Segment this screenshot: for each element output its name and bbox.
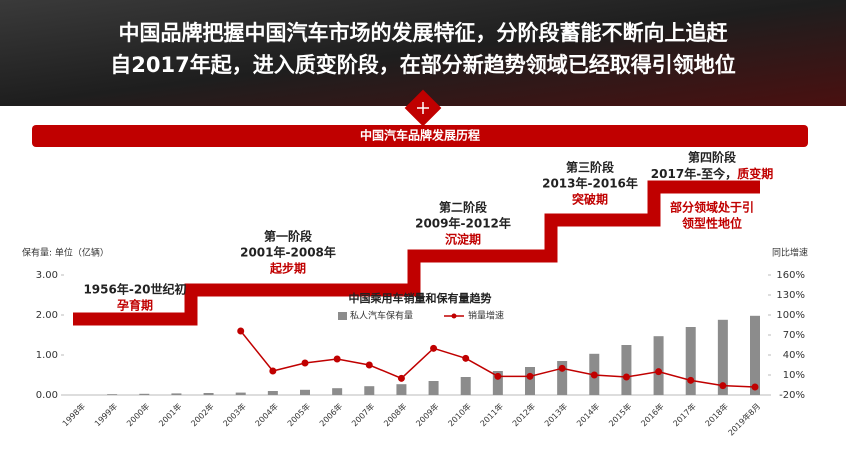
chart-title: 中国乘用车销量和保有量趋势	[349, 291, 492, 305]
line-point	[590, 371, 598, 379]
stage-highlight: 突破期	[572, 192, 608, 207]
bar	[139, 393, 150, 395]
bar	[621, 345, 632, 395]
bar	[396, 384, 407, 395]
bar	[685, 327, 696, 395]
bar	[364, 386, 375, 395]
y2-tick-label: 100%	[776, 310, 805, 321]
line-point	[526, 372, 534, 380]
stage-line: 第一阶段	[264, 229, 313, 244]
bar	[492, 371, 503, 395]
line-point	[333, 355, 341, 363]
bar	[267, 391, 278, 395]
line-point	[494, 372, 502, 380]
bar	[750, 315, 760, 395]
bar	[203, 393, 214, 395]
stage-note: 领型性地位	[682, 216, 742, 231]
stage-highlight: 质变期	[737, 166, 773, 181]
line-point	[622, 373, 630, 381]
y-tick-label: 3.00	[36, 270, 58, 281]
title-line: 自2017年起，进入质变阶段，在部分新趋势领域已经取得引领地位	[110, 53, 735, 77]
bar	[171, 393, 182, 395]
line-point	[430, 344, 438, 352]
line-point	[687, 376, 695, 384]
stage-highlight: 孕育期	[117, 298, 153, 313]
line-point	[558, 364, 566, 372]
y-tick-label: 0.00	[36, 390, 58, 401]
line-point	[462, 354, 470, 362]
bar	[525, 367, 535, 395]
stage-line: 第三阶段	[566, 160, 615, 175]
y2-tick-label: 10%	[783, 370, 805, 381]
stage-line: 2017年-至今，	[651, 166, 737, 181]
bar	[300, 389, 310, 395]
line-point	[237, 327, 245, 335]
stage-highlight: 起步期	[269, 261, 306, 276]
banner	[32, 125, 808, 147]
banner-text: 中国汽车品牌发展历程	[360, 128, 480, 143]
bar	[107, 394, 118, 395]
line-point	[655, 368, 663, 376]
stage-line: 第二阶段	[439, 200, 488, 215]
stage-line: 2013年-2016年	[542, 176, 638, 191]
bar	[428, 381, 439, 395]
y-axis-label: 保有量: 单位（亿辆）	[22, 247, 109, 259]
y-tick-label: 2.00	[36, 310, 58, 321]
y-tick-label: 1.00	[36, 350, 58, 361]
bar	[653, 336, 664, 395]
y2-tick-label: 70%	[783, 330, 805, 341]
bar	[717, 319, 728, 395]
line-point	[751, 383, 759, 391]
bar	[460, 377, 471, 395]
stage-highlight: 沉淀期	[445, 232, 481, 247]
stage-line: 2009年-2012年	[415, 216, 511, 231]
legend-label: 销量增速	[468, 310, 504, 322]
line-point	[397, 374, 405, 382]
y2-tick-label: 40%	[783, 350, 805, 361]
line-point	[269, 367, 277, 375]
stage-text: 2017年-至今，质变期	[651, 166, 773, 181]
bar	[332, 388, 343, 395]
stage-note: 部分领域处于引	[670, 200, 754, 215]
legend-label: 私人汽车保有量	[350, 310, 413, 322]
plus-icon	[417, 102, 429, 114]
y2-tick-label: 160%	[776, 270, 805, 281]
stage-line: 2001年-2008年	[240, 245, 336, 260]
stage-line: 1956年-20世纪初	[83, 282, 186, 297]
legend-dot	[451, 313, 457, 319]
line-point	[365, 361, 373, 369]
y2-tick-label: -20%	[779, 390, 805, 401]
staircase	[73, 180, 760, 326]
line-point	[301, 359, 309, 367]
header-bg	[0, 0, 846, 106]
bar	[235, 392, 246, 395]
line-point	[719, 382, 727, 390]
bar	[557, 361, 568, 395]
y2-tick-label: 130%	[776, 290, 805, 301]
stage-line: 第四阶段	[688, 150, 737, 165]
y2-axis-label: 同比增速	[772, 247, 808, 259]
legend-swatch	[338, 312, 347, 320]
title-line: 中国品牌把握中国汽车市场的发展特征，分阶段蓄能不断向上追赶	[119, 21, 729, 45]
